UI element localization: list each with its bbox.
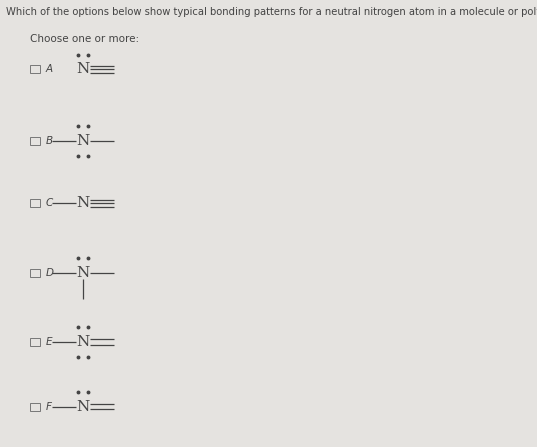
Text: Choose one or more:: Choose one or more:	[30, 34, 139, 43]
Text: C: C	[46, 198, 53, 208]
Text: N: N	[77, 335, 90, 349]
Text: N: N	[77, 400, 90, 414]
Text: N: N	[77, 134, 90, 148]
Text: Which of the options below show typical bonding patterns for a neutral nitrogen : Which of the options below show typical …	[6, 7, 537, 17]
Text: F: F	[46, 402, 52, 412]
Text: B: B	[46, 136, 53, 146]
Text: A: A	[46, 64, 53, 74]
Text: N: N	[77, 266, 90, 280]
Text: N: N	[77, 62, 90, 76]
Text: E: E	[46, 337, 52, 347]
Text: N: N	[77, 196, 90, 211]
Text: D: D	[46, 268, 54, 278]
